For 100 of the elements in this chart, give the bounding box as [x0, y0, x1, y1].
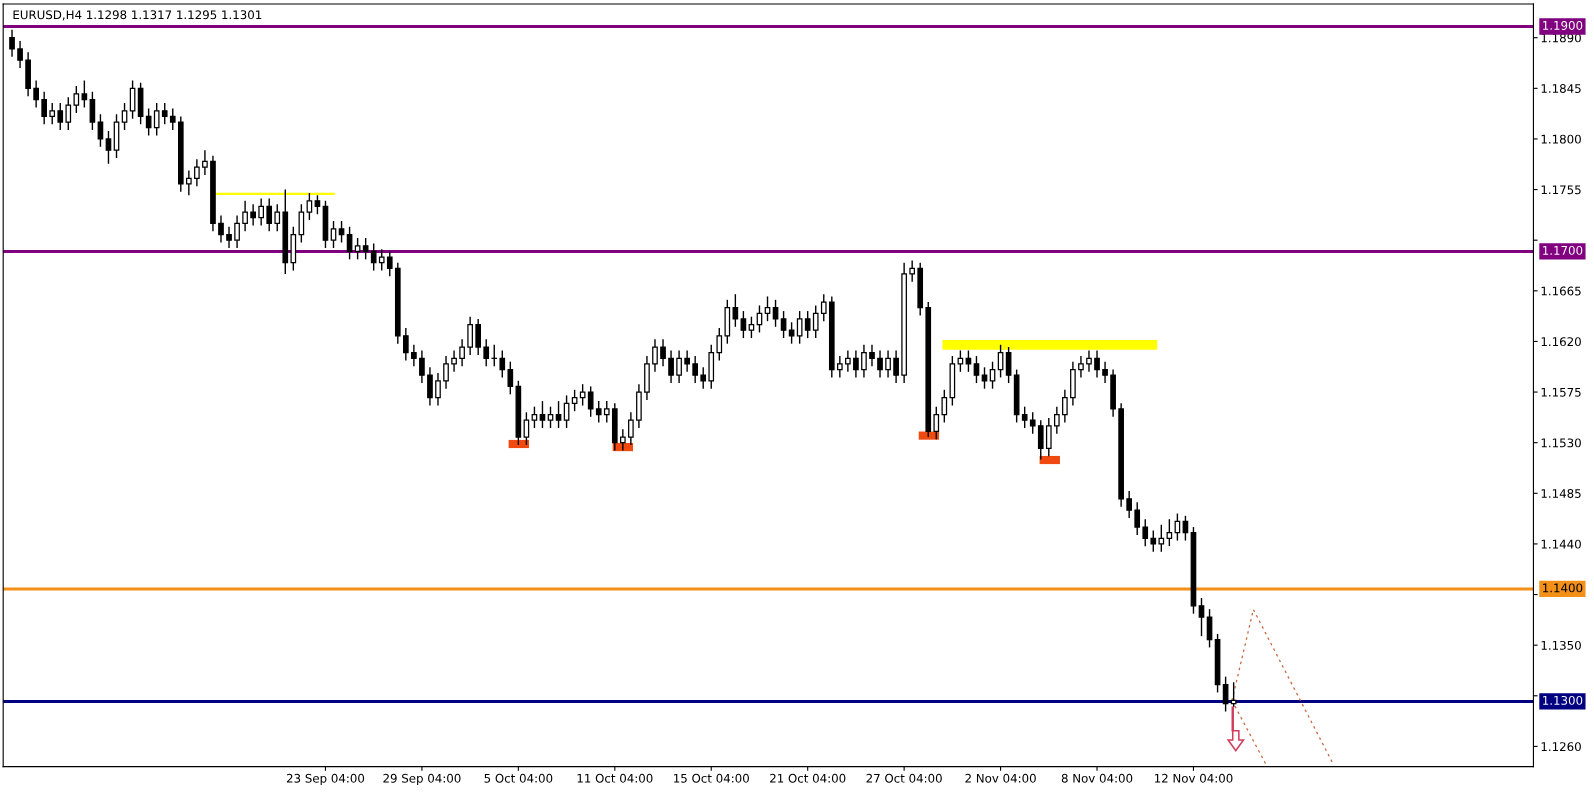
y-tick-label: 1.1665 [1541, 286, 1581, 296]
candlestick [17, 40, 23, 69]
candlestick [1134, 501, 1141, 536]
y-tick-label: 1.1530 [1541, 438, 1581, 448]
candlestick [877, 349, 883, 379]
candlestick [81, 79, 88, 109]
candlestick [1078, 355, 1084, 379]
candlestick [266, 197, 273, 232]
candlestick [587, 385, 594, 418]
candlestick [507, 360, 514, 396]
candlestick [861, 344, 867, 379]
candlestick [973, 355, 980, 384]
candlestick [121, 102, 128, 131]
candlestick [1102, 360, 1108, 384]
candlestick [853, 349, 859, 379]
candlestick [194, 158, 200, 187]
candlestick [435, 372, 441, 407]
candlestick [226, 225, 232, 249]
candlestick [660, 338, 666, 367]
x-tick-label: 15 Oct 04:00 [674, 773, 749, 783]
y-tick-label: 1.1800 [1541, 134, 1581, 144]
candlestick [668, 349, 674, 384]
x-tick-label: 2 Nov 04:00 [965, 773, 1036, 783]
candlestick [218, 214, 224, 244]
candlestick [531, 405, 538, 429]
candlestick [145, 107, 152, 137]
candlestick [65, 96, 72, 131]
candlestick [274, 203, 281, 232]
candlestick [298, 203, 305, 244]
candlestick [571, 389, 578, 412]
candlestick [845, 349, 851, 373]
x-tick-label: 11 Oct 04:00 [577, 773, 653, 783]
candlestick [1005, 346, 1012, 384]
candlestick [89, 91, 96, 131]
candlestick [885, 349, 891, 379]
x-tick-label: 12 Nov 04:00 [1154, 773, 1233, 783]
candlestick [1150, 529, 1157, 553]
candlestick [1029, 411, 1036, 435]
candlestick [306, 192, 313, 221]
candlestick [443, 355, 449, 390]
candlestick [411, 344, 417, 367]
candlestick [354, 237, 361, 261]
candlestick [314, 194, 321, 216]
candlestick [1166, 518, 1173, 547]
candlestick [49, 102, 56, 126]
candlestick [419, 349, 425, 384]
candlestick [957, 349, 964, 373]
candlestick [97, 113, 104, 148]
candlestick [796, 310, 803, 345]
candlestick [1054, 405, 1060, 435]
candlestick [700, 366, 707, 390]
candlestick [620, 428, 626, 452]
candlestick [491, 344, 498, 367]
candlestick [740, 310, 747, 339]
candlestick [1045, 417, 1052, 457]
x-tick-label: 5 Oct 04:00 [484, 773, 553, 783]
chart-title: EURUSD,H4 1.1298 1.1317 1.1295 1.1301 [13, 10, 262, 21]
x-tick-label: 27 Oct 04:00 [866, 773, 942, 783]
candlestick [820, 293, 827, 322]
candlestick [869, 344, 875, 367]
candlestick [403, 327, 409, 362]
candlestick [676, 349, 682, 384]
candlestick [595, 400, 602, 424]
candlestick [547, 405, 554, 429]
ref-line-label: 1.1400 [1543, 583, 1583, 593]
candlestick [628, 411, 634, 446]
candlestick [73, 85, 80, 114]
candlestick [41, 91, 48, 126]
x-tick-label: 29 Sep 04:00 [383, 773, 461, 786]
candlestick [258, 197, 265, 227]
y-tick-label: 1.1890 [1541, 33, 1581, 43]
candlestick [748, 315, 755, 339]
candlestick [1158, 524, 1165, 553]
candlestick [153, 102, 160, 137]
candlestick [467, 315, 473, 356]
candlestick [1062, 389, 1068, 424]
candlestick [9, 29, 15, 58]
candlestick [250, 203, 256, 227]
candlestick [234, 214, 240, 249]
candlestick [1037, 419, 1044, 461]
candlestick [186, 169, 192, 196]
ref-line-label: 1.1900 [1543, 20, 1583, 30]
y-tick-label: 1.1350 [1541, 640, 1581, 650]
candlestick [933, 405, 940, 440]
candlestick [1094, 349, 1100, 379]
candlestick [652, 338, 658, 373]
y-tick-label: 1.1485 [1541, 489, 1581, 498]
ref-line-label: 1.1700 [1543, 245, 1583, 255]
candlestick [1198, 597, 1205, 637]
y-tick-label: 1.1845 [1541, 84, 1581, 93]
y-tick-label: 1.1755 [1541, 185, 1581, 195]
y-tick-label: 1.1440 [1541, 539, 1581, 549]
candlestick [1021, 405, 1028, 429]
candlestick [386, 250, 393, 277]
candlestick [330, 220, 337, 249]
candlestick [965, 349, 972, 373]
candlestick [941, 389, 948, 424]
candlestick [579, 383, 586, 407]
candlestick [370, 242, 377, 272]
candlestick [338, 220, 345, 244]
